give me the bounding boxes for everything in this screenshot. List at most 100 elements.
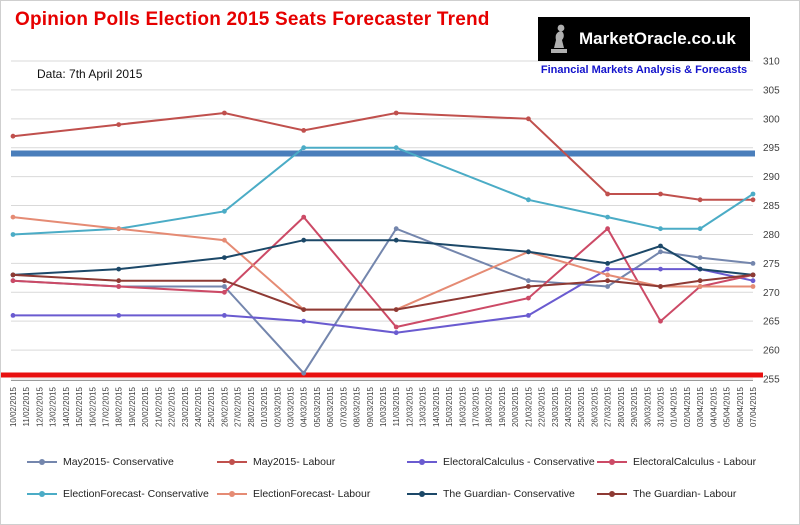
series-marker-electionforecast-conservative	[658, 226, 663, 232]
series-marker-may2015-labour	[301, 127, 307, 133]
x-tick-label: 01/03/2015	[260, 386, 269, 427]
legend-item-may2015-conservative: May2015- Conservative	[27, 456, 217, 468]
series-marker-electionforecast-conservative	[222, 208, 227, 214]
y-tick-label: 280	[763, 230, 780, 241]
series-line-electoralcalculus-labour	[12, 215, 754, 329]
legend-swatch-electoralcalculus-labour	[597, 459, 627, 465]
y-tick-label: 275	[763, 259, 780, 270]
series-marker-the-guardian-labour	[526, 284, 531, 289]
series-marker-electoralcalculus-labour	[116, 284, 122, 289]
series-marker-may2015-labour	[526, 116, 531, 122]
x-tick-label: 17/03/2015	[472, 386, 481, 427]
marketoracle-logo[interactable]: MarketOracle.co.uk Financial Markets Ana…	[538, 17, 750, 76]
x-tick-label: 12/03/2015	[405, 386, 414, 427]
series-marker-electoralcalculus-conservative	[393, 330, 399, 336]
legend-label-the-guardian-labour: The Guardian- Labour	[633, 488, 737, 500]
series-marker-the-guardian-conservative	[393, 237, 399, 243]
series-line-electoralcalculus-conservative	[13, 268, 754, 334]
series-marker-the-guardian-labour	[222, 278, 227, 284]
series-marker-the-guardian-labour	[116, 278, 122, 284]
x-tick-label: 17/02/2015	[102, 386, 111, 427]
series-marker-electionforecast-conservative	[301, 145, 307, 151]
x-tick-label: 21/03/2015	[524, 386, 533, 427]
x-tick-label: 24/03/2015	[564, 386, 573, 427]
x-tick-label: 13/02/2015	[49, 386, 58, 427]
x-tick-label: 28/02/2015	[247, 386, 256, 427]
x-tick-label: 31/03/2015	[657, 386, 666, 427]
series-marker-may2015-labour	[10, 133, 16, 139]
series-line-electionforecast-labour	[12, 216, 753, 311]
series-marker-the-guardian-conservative	[222, 255, 227, 260]
series-marker-electionforecast-conservative	[10, 232, 16, 237]
x-tick-label: 15/03/2015	[445, 386, 454, 427]
series-marker-may2015-conservative	[697, 255, 703, 260]
y-tick-label: 295	[763, 143, 780, 154]
legend-swatch-electionforecast-labour	[217, 491, 247, 497]
logo-tagline: Financial Markets Analysis & Forecasts	[540, 64, 748, 76]
x-tick-label: 25/03/2015	[577, 386, 586, 427]
series-marker-may2015-conservative	[393, 226, 399, 232]
series-line-the-guardian-conservative	[12, 239, 754, 276]
series-marker-electionforecast-conservative	[697, 226, 703, 232]
series-marker-the-guardian-labour	[393, 307, 399, 312]
series-marker-electionforecast-conservative	[605, 214, 610, 220]
series-line-may2015-labour	[12, 111, 753, 201]
series-marker-may2015-labour	[658, 191, 663, 197]
legend-item-electoralcalculus-conservative: ElectoralCalculus - Conservative	[407, 456, 597, 468]
x-tick-label: 26/03/2015	[590, 386, 599, 427]
series-marker-may2015-conservative	[750, 261, 756, 266]
series-marker-may2015-labour	[750, 197, 756, 203]
series-marker-electoralcalculus-conservative	[301, 318, 307, 324]
x-tick-label: 29/03/2015	[630, 386, 639, 427]
series-marker-electionforecast-labour	[750, 284, 756, 289]
x-tick-label: 06/03/2015	[326, 386, 335, 427]
y-tick-label: 270	[763, 288, 780, 299]
series-marker-the-guardian-labour	[697, 278, 703, 284]
x-tick-label: 27/02/2015	[234, 386, 243, 427]
series-marker-electionforecast-conservative	[750, 191, 756, 197]
legend-label-may2015-conservative: May2015- Conservative	[63, 456, 174, 468]
x-tick-label: 23/02/2015	[181, 386, 190, 427]
x-tick-label: 10/03/2015	[379, 386, 388, 427]
series-marker-electionforecast-conservative	[393, 145, 399, 151]
series-marker-electionforecast-labour	[697, 284, 703, 289]
x-tick-label: 02/03/2015	[273, 386, 282, 427]
x-tick-label: 16/02/2015	[88, 386, 97, 427]
legend-label-may2015-labour: May2015- Labour	[253, 456, 336, 468]
x-tick-label: 19/03/2015	[498, 386, 507, 427]
x-tick-label: 14/02/2015	[62, 386, 71, 427]
series-marker-may2015-labour	[222, 110, 227, 116]
x-tick-label: 09/03/2015	[366, 386, 375, 427]
x-tick-label: 30/03/2015	[643, 386, 652, 427]
series-marker-electoralcalculus-labour	[10, 278, 16, 284]
series-marker-electoralcalculus-labour	[222, 289, 227, 295]
x-tick-label: 18/02/2015	[115, 386, 124, 427]
series-marker-electoralcalculus-labour	[526, 295, 531, 301]
series-marker-may2015-conservative	[526, 278, 531, 284]
series-marker-electoralcalculus-labour	[605, 226, 610, 232]
x-tick-label: 02/04/2015	[683, 386, 692, 427]
y-tick-label: 265	[763, 317, 780, 328]
x-tick-label: 18/03/2015	[485, 386, 494, 427]
logo-text: MarketOracle.co.uk	[579, 29, 736, 48]
y-tick-label: 310	[763, 57, 780, 68]
x-tick-label: 13/03/2015	[419, 386, 428, 427]
legend-swatch-may2015-conservative	[27, 459, 57, 465]
series-line-electionforecast-conservative	[12, 146, 754, 236]
series-marker-the-guardian-conservative	[116, 266, 122, 272]
y-tick-label: 305	[763, 85, 780, 96]
series-marker-electoralcalculus-conservative	[605, 266, 610, 272]
legend-label-electionforecast-conservative: ElectionForecast- Conservative	[63, 488, 209, 500]
logo-box: MarketOracle.co.uk	[538, 17, 750, 61]
series-marker-electoralcalculus-conservative	[658, 266, 663, 272]
series-marker-may2015-conservative	[658, 249, 663, 255]
x-tick-label: 22/03/2015	[538, 386, 547, 427]
series-marker-may2015-labour	[116, 122, 122, 127]
legend-label-electoralcalculus-conservative: ElectoralCalculus - Conservative	[443, 456, 595, 468]
legend-swatch-may2015-labour	[217, 459, 247, 465]
series-marker-the-guardian-labour	[750, 272, 756, 278]
x-tick-label: 06/04/2015	[736, 386, 745, 427]
page-title: Opinion Polls Election 2015 Seats Foreca…	[15, 9, 490, 30]
x-tick-label: 21/02/2015	[154, 386, 163, 427]
x-tick-label: 05/04/2015	[723, 386, 732, 427]
